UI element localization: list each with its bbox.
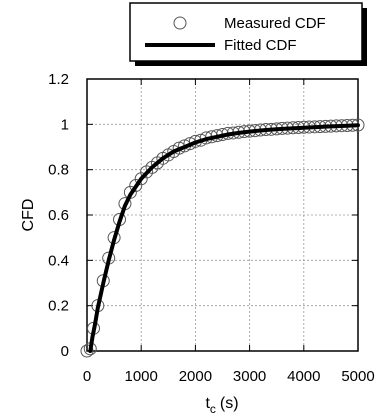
x-tick-label: 5000	[341, 368, 374, 385]
x-tick-label: 1000	[125, 368, 158, 385]
fitted-line	[88, 123, 360, 353]
measured-point	[129, 179, 143, 193]
y-tick-label: 0.2	[48, 298, 69, 315]
x-tick-label: 3000	[233, 368, 266, 385]
x-tick-label: 0	[83, 368, 91, 385]
legend-label-fitted: Fitted CDF	[224, 37, 297, 54]
legend: Measured CDF Fitted CDF	[129, 2, 367, 66]
x-tick-label: 2000	[179, 368, 212, 385]
measured-markers	[80, 118, 365, 358]
tick-labels: 0 1000 2000 3000 4000 5000 0 0.2 0.4 0.6 0.8 1 1.2	[48, 71, 375, 385]
x-tick-label: 4000	[287, 368, 320, 385]
grid-lines	[87, 79, 358, 351]
x-axis-title-main: t	[205, 395, 210, 412]
legend-label-measured: Measured CDF	[224, 15, 326, 32]
measured-point	[134, 172, 148, 186]
y-tick-label: 0.8	[48, 162, 69, 179]
measured-point	[80, 344, 94, 358]
legend-box	[129, 2, 363, 62]
y-tick-label: 0.6	[48, 207, 69, 224]
x-axis-title: tc (s)	[205, 395, 238, 416]
y-tick-label: 0	[61, 343, 69, 360]
x-axis-title-subscript: c	[210, 402, 216, 416]
plot-frame	[86, 78, 359, 352]
y-tick-label: 0.4	[48, 252, 69, 269]
y-tick-label: 1	[61, 116, 69, 133]
y-axis-title: CFD	[20, 199, 37, 232]
legend-marker-measured	[173, 16, 187, 30]
y-tick-label: 1.2	[48, 71, 69, 88]
x-axis-title-unit: (s)	[220, 395, 239, 412]
